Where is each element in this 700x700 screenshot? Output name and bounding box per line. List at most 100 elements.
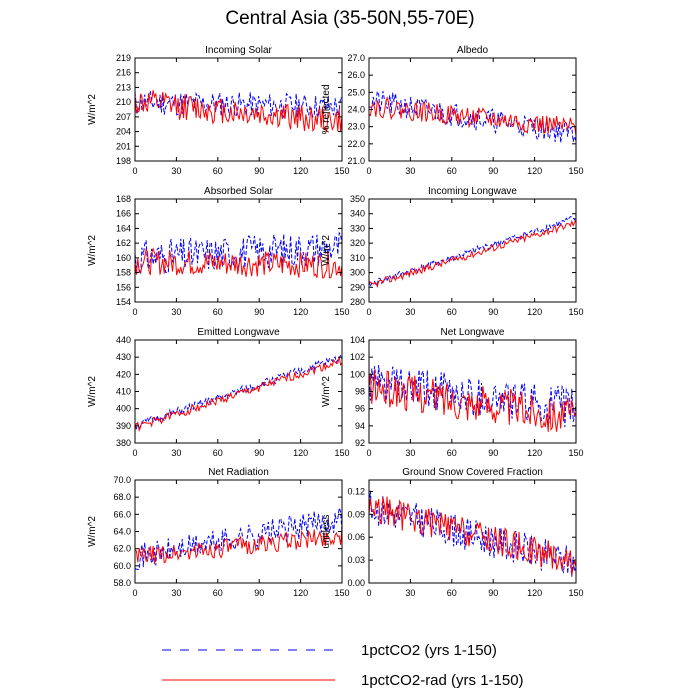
- x-tick-label: 90: [254, 588, 264, 598]
- x-tick-label: 60: [447, 588, 457, 598]
- y-tick-label: 400: [116, 404, 131, 414]
- series-line-red: [134, 357, 343, 433]
- y-tick-label: 162: [116, 238, 131, 248]
- x-tick-label: 150: [334, 448, 349, 458]
- x-tick-label: 0: [132, 448, 137, 458]
- y-tick-label: 210: [116, 97, 131, 107]
- x-tick-label: 120: [527, 307, 542, 317]
- y-tick-label: 154: [116, 297, 131, 307]
- y-tick-label: 68.0: [113, 492, 131, 502]
- y-axis-label: W/m^2: [321, 235, 332, 266]
- y-tick-label: 219: [116, 53, 131, 63]
- series-line-blue: [368, 89, 577, 143]
- y-axis-label: W/m^2: [87, 235, 98, 266]
- series-line-blue: [134, 507, 343, 571]
- y-tick-label: 70.0: [113, 475, 131, 485]
- y-tick-label: 216: [116, 68, 131, 78]
- x-tick-label: 120: [527, 166, 542, 176]
- y-tick-label: 92: [355, 438, 365, 448]
- y-tick-label: 0.09: [347, 509, 365, 519]
- y-tick-label: 310: [350, 253, 365, 263]
- series-line-red: [368, 496, 577, 575]
- y-tick-label: 410: [116, 387, 131, 397]
- y-tick-label: 390: [116, 421, 131, 431]
- y-tick-label: 280: [350, 297, 365, 307]
- x-tick-label: 150: [334, 166, 349, 176]
- y-axis-label: W/m^2: [87, 516, 98, 547]
- y-axis-label: W/m^2: [87, 94, 98, 125]
- series-line-red: [134, 527, 343, 565]
- x-tick-label: 120: [293, 166, 308, 176]
- series-line-red: [134, 90, 343, 133]
- y-tick-label: 204: [116, 127, 131, 137]
- x-tick-label: 90: [254, 166, 264, 176]
- y-tick-label: 160: [116, 253, 131, 263]
- plot-frame: [368, 198, 577, 303]
- x-tick-label: 90: [488, 166, 498, 176]
- x-tick-label: 60: [213, 166, 223, 176]
- y-tick-label: 380: [116, 438, 131, 448]
- x-tick-label: 0: [132, 307, 137, 317]
- series-line-blue: [368, 490, 577, 577]
- x-tick-label: 150: [568, 307, 583, 317]
- y-axis-label: W/m^2: [87, 376, 98, 407]
- x-tick-label: 120: [527, 448, 542, 458]
- y-tick-label: 168: [116, 194, 131, 204]
- x-tick-label: 150: [568, 588, 583, 598]
- x-tick-label: 120: [293, 307, 308, 317]
- x-tick-label: 150: [568, 166, 583, 176]
- y-tick-label: 207: [116, 112, 131, 122]
- y-tick-label: 420: [116, 369, 131, 379]
- x-tick-label: 90: [488, 307, 498, 317]
- x-tick-label: 0: [366, 166, 371, 176]
- x-tick-label: 90: [254, 448, 264, 458]
- x-tick-label: 30: [405, 307, 415, 317]
- y-tick-label: 22.0: [347, 139, 365, 149]
- x-tick-label: 0: [366, 588, 371, 598]
- x-tick-label: 60: [213, 588, 223, 598]
- chart-panel: Net Radiation W/m^2 0 30 60 90 120 150 58.0 60.0 6…: [87, 467, 350, 598]
- x-tick-label: 150: [334, 307, 349, 317]
- legend: 1pctCO2 (yrs 1-150) 1pctCO2-rad (yrs 1-15…: [162, 642, 524, 689]
- panel-title: Net Longwave: [441, 327, 505, 338]
- x-tick-label: 60: [447, 166, 457, 176]
- chart-panel: Ground Snow Covered Fraction unitless 0 30 6…: [321, 467, 584, 598]
- y-tick-label: 340: [350, 209, 365, 219]
- panel-title: Incoming Solar: [205, 45, 272, 56]
- y-tick-label: 24.0: [347, 105, 365, 115]
- panel-title: Emitted Longwave: [197, 327, 280, 338]
- y-tick-label: 164: [116, 223, 131, 233]
- panel-title: Albedo: [457, 45, 489, 56]
- y-axis-label: % reflected: [321, 84, 332, 134]
- y-tick-label: 201: [116, 141, 131, 151]
- panel-title: Incoming Longwave: [428, 186, 517, 197]
- y-tick-label: 98: [355, 387, 365, 397]
- series-line-red: [368, 219, 577, 289]
- y-tick-label: 66.0: [113, 509, 131, 519]
- chart-panel: Net Longwave W/m^2 0 30 60 90 120 150 92 94 96 98 10…: [321, 327, 584, 458]
- x-tick-label: 30: [405, 588, 415, 598]
- y-tick-label: 213: [116, 82, 131, 92]
- y-tick-label: 64.0: [113, 527, 131, 537]
- y-tick-label: 60.0: [113, 561, 131, 571]
- x-tick-label: 30: [171, 448, 181, 458]
- x-tick-label: 120: [293, 588, 308, 598]
- y-tick-label: 330: [350, 223, 365, 233]
- y-tick-label: 26.0: [347, 70, 365, 80]
- x-tick-label: 0: [366, 448, 371, 458]
- y-tick-label: 102: [350, 352, 365, 362]
- y-tick-label: 156: [116, 282, 131, 292]
- x-tick-label: 60: [447, 448, 457, 458]
- y-tick-label: 0.06: [347, 532, 365, 542]
- y-tick-label: 198: [116, 156, 131, 166]
- x-tick-label: 150: [334, 588, 349, 598]
- x-tick-label: 150: [568, 448, 583, 458]
- x-tick-label: 90: [488, 588, 498, 598]
- y-tick-label: 25.0: [347, 87, 365, 97]
- y-tick-label: 58.0: [113, 578, 131, 588]
- y-tick-label: 158: [116, 268, 131, 278]
- panel-title: Ground Snow Covered Fraction: [402, 467, 543, 478]
- y-tick-label: 0.03: [347, 555, 365, 565]
